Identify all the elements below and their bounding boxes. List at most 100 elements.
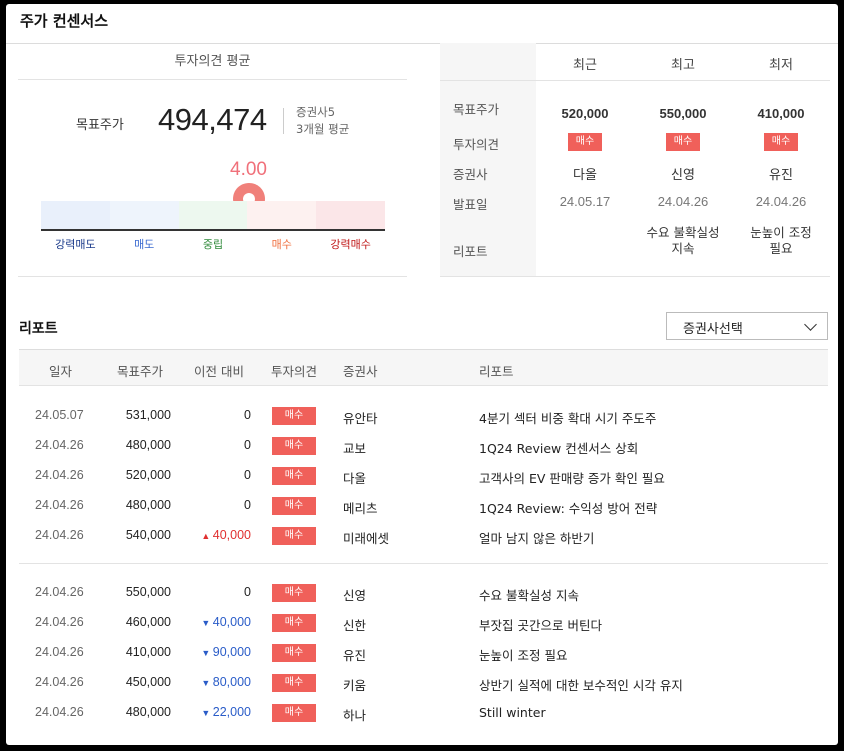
triangle-down-icon: ▼ [201, 678, 213, 688]
target-price-summary: 목표주가 494,474 증권사5 3개월 평균 [18, 100, 407, 144]
table-row[interactable]: 24.04.26 540,000 ▲ 40,000 매수 미래에셋 얼마 남지 않은 하반… [19, 521, 828, 551]
buy-badge: 매수 [272, 584, 316, 602]
buy-badge: 매수 [665, 133, 701, 151]
target-price-label: 목표주가 [76, 118, 124, 133]
buy-badge: 매수 [763, 133, 799, 151]
average-period: 3개월 평균 [296, 122, 350, 136]
row-change-value: 22,000 [212, 705, 251, 719]
column-header-recent: 최근 [573, 58, 597, 73]
row-change: ▼ 90,000 [179, 645, 251, 659]
divider [19, 563, 828, 564]
row-change-value: 0 [244, 468, 251, 482]
row-date: 24.04.26 [35, 528, 84, 542]
table-row[interactable]: 24.04.26 460,000 ▼ 40,000 매수 신한 부잣집 곳간으로 버틴다 [19, 608, 828, 638]
buy-badge: 매수 [272, 674, 316, 692]
row-report-link[interactable]: 1Q24 Review 컨센서스 상회 [479, 441, 639, 456]
table-row[interactable]: 24.04.26 480,000 ▼ 22,000 매수 하나 Still winter [19, 698, 828, 728]
scale-label: 중립 [202, 238, 224, 251]
opinion-scale-bar [41, 201, 385, 234]
row-change: ▲ 40,000 [179, 528, 251, 542]
scale-segment [178, 201, 248, 231]
row-change: ▼ 40,000 [179, 615, 251, 629]
chevron-down-icon [804, 318, 817, 331]
summary-report-low[interactable]: 눈높이 조정 필요 [732, 225, 830, 257]
row-firm: 유안타 [343, 411, 378, 426]
row-opinion: 매수 [272, 466, 316, 485]
row-target-price: 531,000 [125, 408, 171, 422]
triangle-down-icon: ▼ [201, 618, 213, 628]
row-opinion: 매수 [272, 406, 316, 425]
table-row[interactable]: 24.04.26 410,000 ▼ 90,000 매수 유진 눈높이 조정 필요 [19, 638, 828, 668]
summary-opinion-recent: 매수 [536, 133, 634, 151]
table-row[interactable]: 24.04.26 480,000 0 매수 교보 1Q24 Review 컨센서스 상회 [19, 431, 828, 461]
summary-firm-low: 유진 [769, 168, 793, 183]
row-report-link[interactable]: 고객사의 EV 판매량 증가 확인 필요 [479, 471, 665, 486]
row-opinion: 매수 [272, 703, 316, 722]
firm-select-label: 증권사선택 [683, 322, 743, 337]
header-firm: 증권사 [343, 364, 378, 379]
report-link-line: 눈높이 조정 [750, 225, 812, 240]
page-title: 주가 컨센서스 [20, 12, 109, 30]
row-label-opinion: 투자의견 [453, 137, 500, 152]
summary-report-high[interactable]: 수요 불확실성 지속 [634, 225, 732, 257]
scale-segment [41, 201, 110, 231]
divider [18, 276, 407, 277]
row-opinion: 매수 [272, 526, 316, 545]
row-change: ▼ 22,000 [179, 705, 251, 719]
row-firm: 미래에셋 [343, 531, 390, 546]
header-opinion: 투자의견 [271, 364, 318, 379]
opinion-scale-labels: 강력매도 매도 중립 매수 강력매수 [41, 236, 385, 252]
row-report-link[interactable]: 4분기 섹터 비중 확대 시기 주도주 [479, 411, 657, 426]
divider [283, 108, 284, 134]
row-label-target: 목표주가 [453, 102, 500, 117]
firm-count: 증권사5 [296, 105, 336, 119]
row-target-price: 520,000 [125, 468, 171, 482]
header-report: 리포트 [479, 364, 514, 379]
row-target-price: 480,000 [125, 705, 171, 719]
scale-label: 강력매도 [55, 238, 96, 251]
table-row[interactable]: 24.04.26 520,000 0 매수 다올 고객사의 EV 판매량 증가 확인 필요 [19, 461, 828, 491]
row-change: 0 [179, 468, 251, 482]
table-row[interactable]: 24.04.26 480,000 0 매수 메리츠 1Q24 Review: 수익성 방어… [19, 491, 828, 521]
summary-target-high: 550,000 [659, 106, 707, 121]
row-opinion: 매수 [272, 583, 316, 602]
divider [440, 276, 830, 277]
row-change-value: 40,000 [212, 615, 251, 629]
row-firm: 다올 [343, 471, 367, 486]
row-target-price: 540,000 [125, 528, 171, 542]
row-report-link[interactable]: 부잣집 곳간으로 버틴다 [479, 618, 602, 633]
summary-date-recent: 24.05.17 [559, 194, 611, 209]
firm-select[interactable]: 증권사선택 [666, 312, 828, 340]
row-opinion: 매수 [272, 673, 316, 692]
row-report-link[interactable]: 상반기 실적에 대한 보수적인 시각 유지 [479, 678, 683, 693]
table-row[interactable]: 24.04.26 450,000 ▼ 80,000 매수 키움 상반기 실적에 대한 보수… [19, 668, 828, 698]
row-report-link[interactable]: 눈높이 조정 필요 [479, 648, 568, 663]
buy-badge: 매수 [272, 614, 316, 632]
row-change: 0 [179, 498, 251, 512]
divider [440, 80, 830, 81]
row-target-price: 480,000 [125, 438, 171, 452]
row-label-date: 발표일 [453, 197, 488, 212]
summary-date-low: 24.04.26 [755, 194, 807, 209]
row-report-link[interactable]: 얼마 남지 않은 하반기 [479, 531, 595, 546]
header-change: 이전 대비 [194, 364, 244, 379]
opinion-score: 4.00 [230, 159, 267, 180]
row-report-link[interactable]: Still winter [479, 705, 546, 720]
table-row[interactable]: 24.04.26 550,000 0 매수 신영 수요 불확실성 지속 [19, 578, 828, 608]
scale-label: 매도 [134, 238, 155, 251]
row-report-link[interactable]: 수요 불확실성 지속 [479, 588, 579, 603]
row-firm: 유진 [343, 648, 367, 663]
row-target-price: 550,000 [125, 585, 171, 599]
report-section-title: 리포트 [19, 321, 58, 337]
scale-label: 매수 [271, 238, 292, 251]
buy-badge: 매수 [272, 437, 316, 455]
row-date: 24.04.26 [35, 615, 84, 629]
buy-badge: 매수 [272, 704, 316, 722]
table-row[interactable]: 24.05.07 531,000 0 매수 유안타 4분기 섹터 비중 확대 시기 주도주 [19, 401, 828, 431]
row-opinion: 매수 [272, 613, 316, 632]
row-target-price: 480,000 [125, 498, 171, 512]
column-header-low: 최저 [769, 58, 793, 73]
summary-opinion-high: 매수 [634, 133, 732, 151]
summary-target-low: 410,000 [757, 106, 805, 121]
row-report-link[interactable]: 1Q24 Review: 수익성 방어 전략 [479, 501, 658, 516]
